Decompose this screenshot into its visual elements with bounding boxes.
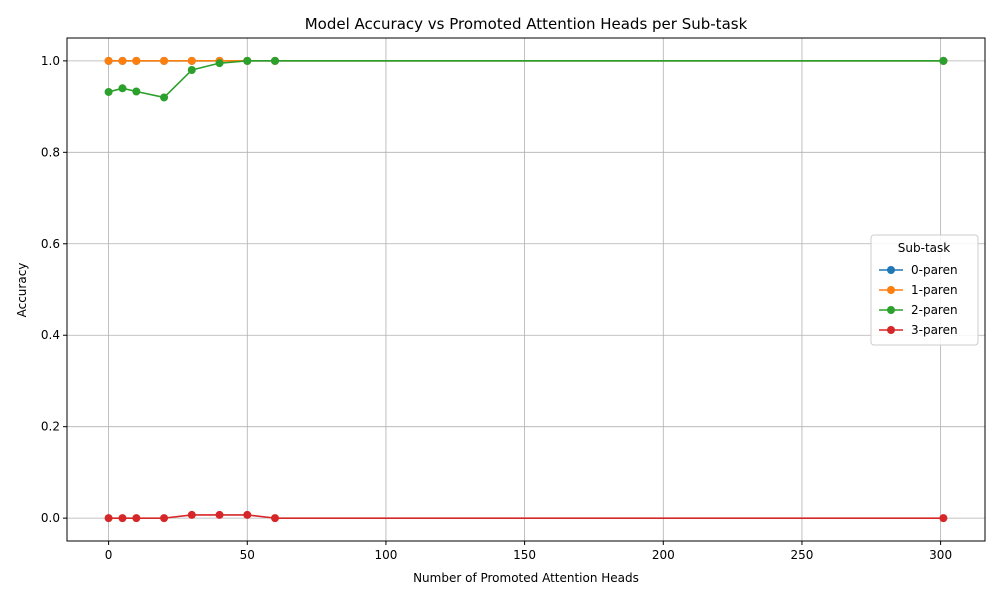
plot-frame: [66, 37, 986, 542]
series-line: [108, 60, 944, 99]
data-point: [132, 56, 141, 65]
data-point: [160, 514, 169, 523]
legend-marker: [887, 266, 895, 274]
chart-title: Model Accuracy vs Promoted Attention Hea…: [305, 15, 748, 33]
legend-label: 1-paren: [911, 283, 958, 297]
x-tick-label: 250: [791, 548, 814, 562]
x-tick-label: 0: [105, 548, 113, 562]
legend-marker: [887, 286, 895, 294]
grid: [67, 38, 985, 541]
legend-frame: [870, 234, 979, 346]
legend: Sub-task 0-paren 1-paren 2-paren 3-paren: [870, 234, 979, 346]
data-point: [118, 56, 127, 65]
data-point: [271, 514, 280, 523]
y-tick-label: 0.6: [41, 237, 60, 251]
legend-label: 3-paren: [911, 323, 958, 337]
data-point: [132, 87, 141, 96]
data-point: [118, 514, 127, 523]
data-point: [243, 56, 252, 65]
legend-marker: [887, 326, 895, 334]
data-point: [104, 87, 113, 96]
series-2-paren: [104, 56, 948, 102]
x-tick-label: 150: [513, 548, 536, 562]
data-point: [939, 56, 948, 65]
legend-label: 2-paren: [911, 303, 958, 317]
y-axis-label: Accuracy: [15, 263, 29, 318]
x-tick-label: 100: [374, 548, 397, 562]
y-tick-label: 1.0: [41, 54, 60, 68]
series-layer: [104, 56, 948, 523]
data-point: [271, 56, 280, 65]
y-tick-label: 0.0: [41, 511, 60, 525]
data-point: [187, 66, 196, 75]
data-point: [160, 56, 169, 65]
legend-item: 0-paren: [879, 263, 958, 277]
data-point: [187, 510, 196, 519]
data-point: [160, 93, 169, 102]
x-tick-label: 200: [652, 548, 675, 562]
x-tick-label: 50: [240, 548, 255, 562]
legend-title: Sub-task: [898, 241, 950, 255]
axis-ticks: 0 50 100 150 200 250 300 0.0 0.2 0.4 0.6 0.8 1.0: [41, 54, 952, 562]
data-point: [939, 514, 948, 523]
x-axis-label: Number of Promoted Attention Heads: [413, 571, 639, 585]
series-line: [108, 514, 944, 519]
x-tick-label: 300: [929, 548, 952, 562]
y-tick-label: 0.4: [41, 328, 60, 342]
legend-marker: [887, 306, 895, 314]
data-point: [187, 56, 196, 65]
y-tick-label: 0.8: [41, 145, 60, 159]
data-point: [215, 510, 224, 519]
legend-item: 2-paren: [879, 303, 958, 317]
series-3-paren: [104, 510, 948, 523]
data-point: [118, 84, 127, 93]
legend-item: 1-paren: [879, 283, 958, 297]
data-point: [243, 510, 252, 519]
data-point: [132, 514, 141, 523]
data-point: [104, 514, 113, 523]
data-point: [104, 56, 113, 65]
data-point: [215, 59, 224, 68]
y-tick-label: 0.2: [41, 420, 60, 434]
legend-label: 0-paren: [911, 263, 958, 277]
legend-item: 3-paren: [879, 323, 958, 337]
